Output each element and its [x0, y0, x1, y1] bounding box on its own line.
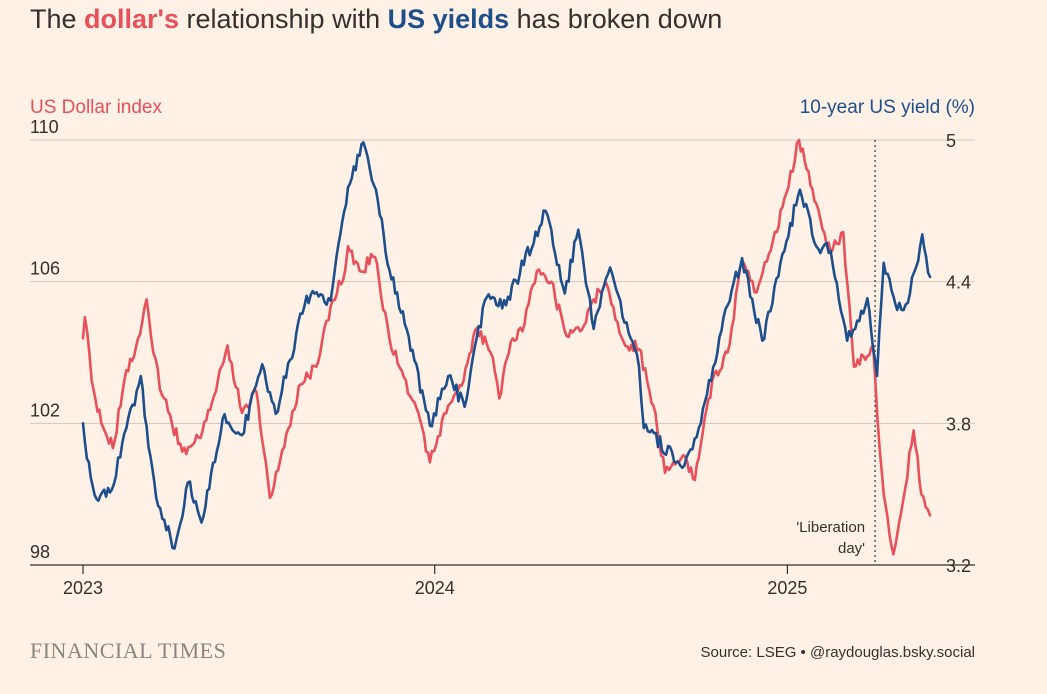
annotation-line-1: day': [838, 540, 865, 557]
x-tick-label: 2025: [767, 578, 807, 598]
left-tick-label: 110: [30, 117, 59, 137]
chart-title: The dollar's relationship with US yields…: [30, 4, 722, 35]
right-tick-label: 5: [946, 131, 956, 151]
annotation-line-0: 'Liberation: [796, 519, 865, 536]
left-tick-label: 106: [30, 259, 60, 279]
title-yields: US yields: [387, 4, 510, 34]
series-dollar-index: [81, 138, 932, 556]
series-10-year-yield: [81, 141, 932, 550]
source-credit: Source: LSEG • @raydouglas.bsky.social: [700, 644, 976, 661]
title-middle: relationship with: [178, 4, 388, 34]
left-axis-title: US Dollar index: [30, 97, 162, 118]
x-tick-label: 2024: [415, 578, 455, 598]
left-tick-label: 98: [30, 542, 50, 562]
right-axis-title: 10-year US yield (%): [799, 97, 975, 118]
right-tick-label: 3.8: [946, 414, 971, 434]
left-tick-label: 102: [30, 400, 60, 420]
title-prefix: The: [30, 4, 85, 34]
title-dollar: dollar's: [84, 4, 179, 34]
ft-logo: FINANCIAL TIMES: [30, 638, 227, 663]
x-tick-label: 2023: [63, 578, 103, 598]
title-suffix: has broken down: [509, 4, 723, 34]
right-tick-label: 4.4: [946, 273, 971, 293]
right-tick-label: 3.2: [946, 556, 971, 576]
